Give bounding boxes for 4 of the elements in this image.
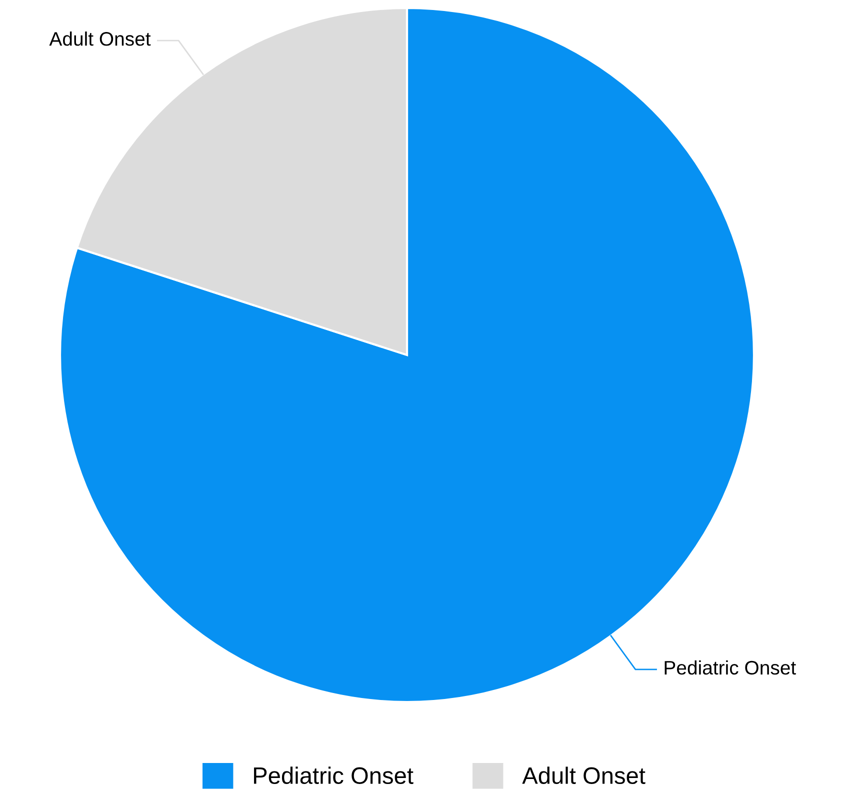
legend-label: Adult Onset: [522, 766, 646, 784]
legend-label: Pediatric Onset: [254, 766, 414, 784]
slice-label: Pediatric Onset: [664, 660, 796, 675]
slice-label: Adult Onset: [49, 32, 151, 46]
